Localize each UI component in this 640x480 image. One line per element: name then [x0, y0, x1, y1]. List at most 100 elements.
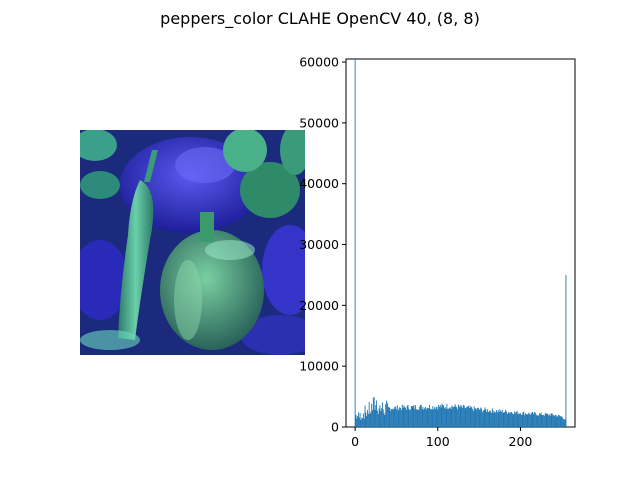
histogram-bar [479, 409, 481, 427]
figure-title: peppers_color CLAHE OpenCV 40, (8, 8) [160, 9, 480, 29]
histogram-bar [496, 410, 497, 427]
histogram-bar [410, 406, 412, 427]
y-tick-label: 10000 [299, 359, 339, 374]
x-tick-label: 100 [426, 434, 450, 449]
histogram-bar [443, 405, 445, 427]
histogram-bar [468, 408, 470, 427]
histogram-bar [406, 405, 408, 427]
histogram-bar [371, 403, 373, 427]
histogram-bar [509, 413, 511, 427]
histogram-bar [557, 416, 559, 427]
histogram-bar [372, 410, 373, 427]
histogram-bar [461, 406, 463, 427]
histogram-bar [357, 415, 359, 427]
histogram-bar [356, 418, 358, 427]
histogram-bar [421, 409, 423, 427]
histogram-bar [515, 412, 516, 427]
histogram-bar [405, 409, 407, 427]
histogram-bar [423, 409, 425, 427]
histogram-bar [560, 416, 562, 427]
histogram-bar [505, 409, 507, 427]
histogram-bar [526, 414, 528, 427]
histogram-bar [521, 414, 523, 427]
histogram-bar [465, 407, 467, 427]
histogram-bar [441, 403, 443, 427]
histogram-bar [538, 415, 540, 427]
histogram-bar [368, 402, 370, 427]
histogram-bar [386, 402, 388, 427]
histogram-bar [556, 416, 558, 427]
histogram-bar [464, 408, 466, 427]
histogram-bar [436, 407, 438, 427]
histogram-bar [472, 408, 473, 427]
histogram-bar [512, 414, 514, 427]
histogram-bar [359, 412, 361, 427]
y-tick-label: 0 [331, 420, 339, 435]
histogram-bar [561, 416, 563, 427]
histogram-bar [469, 405, 471, 427]
histogram-bar [398, 408, 400, 427]
histogram: 0 10000 20000 30000 40000 50000 60000 0 100 200 [299, 55, 576, 449]
histogram-bar [562, 417, 564, 427]
histogram-bar [389, 407, 391, 427]
histogram-bar [383, 413, 385, 427]
histogram-bar [367, 410, 368, 427]
histogram-bar [471, 406, 473, 427]
histogram-bar [444, 407, 446, 427]
histogram-bar [451, 405, 453, 427]
histogram-bar [387, 406, 389, 427]
histogram-bar [374, 409, 376, 427]
histogram-bar [391, 408, 393, 427]
histogram-bar [392, 409, 394, 427]
histogram-bar [365, 412, 367, 427]
histogram-bar [524, 413, 526, 427]
histogram-bar [504, 411, 506, 427]
histogram-bar [555, 415, 557, 427]
histogram-bar [363, 418, 365, 427]
histogram-bar [417, 409, 419, 427]
y-axis: 0 10000 20000 30000 40000 50000 60000 [299, 55, 346, 435]
histogram-bars [354, 59, 567, 427]
histogram-bar [481, 408, 483, 427]
histogram-bar [466, 406, 468, 427]
histogram-bar [491, 408, 493, 427]
histogram-bar [535, 414, 537, 427]
histogram-bar [508, 411, 510, 427]
histogram-bar [505, 411, 507, 427]
histogram-bar [411, 406, 413, 427]
histogram-bar [362, 418, 364, 427]
histogram-bar [361, 417, 363, 427]
histogram-bar [425, 409, 427, 427]
histogram-bar [502, 412, 504, 427]
histogram-bar [549, 416, 551, 427]
histogram-bar [484, 407, 486, 427]
histogram-bar [537, 415, 539, 427]
histogram-bar [486, 411, 488, 427]
histogram-bar [394, 406, 396, 427]
histogram-bar [409, 410, 411, 427]
histogram-bar [488, 411, 490, 427]
histogram-bar [376, 400, 378, 427]
histogram-bar [434, 407, 435, 427]
histogram-bar [553, 415, 554, 427]
histogram-bar [404, 407, 406, 427]
histogram-bar [503, 412, 505, 427]
histogram-bar [384, 415, 386, 427]
histogram-bar [414, 408, 416, 427]
histogram-bar [542, 414, 544, 427]
histogram-bar [491, 412, 492, 427]
histogram-bar [443, 407, 445, 427]
histogram-bar [452, 406, 454, 427]
histogram-bar [546, 413, 548, 427]
histogram-bar [532, 412, 534, 427]
histogram-bar [382, 409, 384, 427]
histogram-bar [492, 410, 494, 427]
histogram-bar [369, 413, 371, 427]
histogram-bar [522, 412, 524, 427]
histogram-bar [514, 411, 516, 427]
histogram-bar [367, 413, 369, 427]
histogram-bar [402, 407, 404, 427]
histogram-bar [548, 414, 550, 427]
histogram-bar [565, 274, 567, 427]
histogram-bar [415, 409, 417, 427]
